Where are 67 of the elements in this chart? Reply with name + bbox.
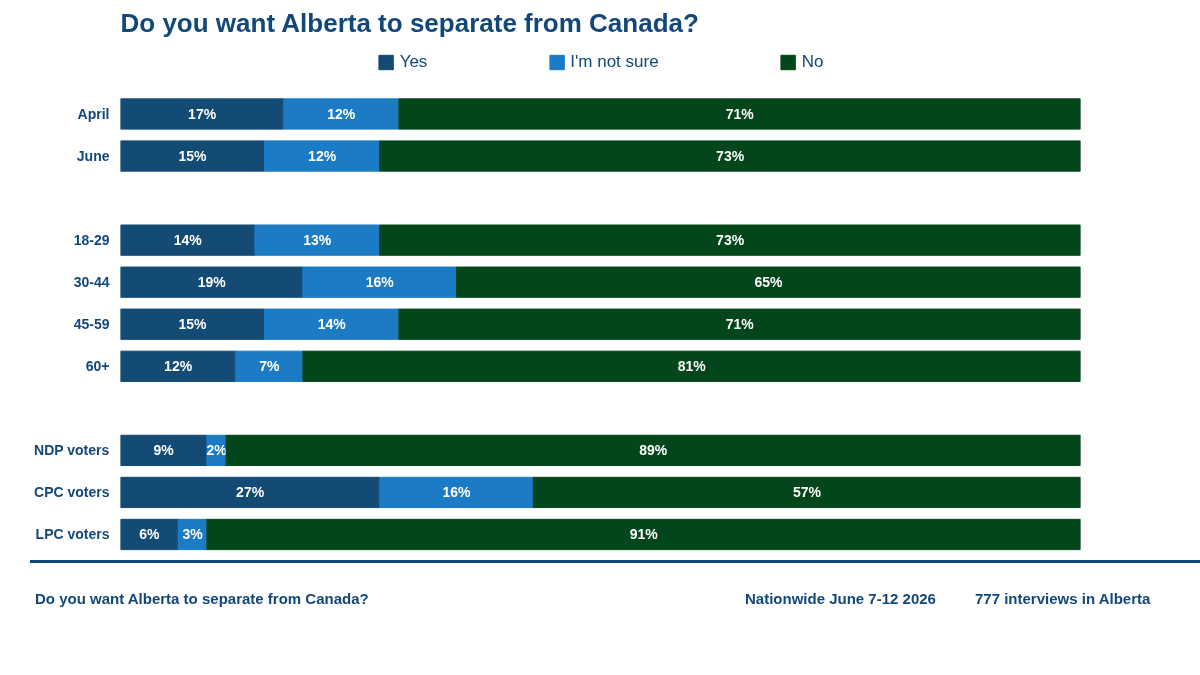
- bar: [120, 476, 381, 509]
- bar: [379, 476, 534, 509]
- data-label: 12%: [164, 358, 193, 375]
- y-tick-label: April: [77, 105, 110, 122]
- bar: [379, 140, 1081, 172]
- data-label: 12%: [327, 105, 356, 122]
- data-label: 73%: [716, 148, 745, 165]
- bar: [302, 266, 457, 298]
- data-label: 73%: [716, 232, 745, 249]
- bar: [379, 224, 1081, 256]
- y-tick-label: 30-44: [73, 274, 110, 291]
- bar: [225, 434, 1081, 467]
- y-tick-label: NDP voters: [34, 442, 110, 459]
- chart-title: Do you want Alberta to separate from Canada?: [120, 7, 699, 38]
- bar: [120, 98, 285, 130]
- text: Do you want Alberta to separate from Canada?: [35, 589, 369, 609]
- y-tick-label: 45-59: [73, 316, 110, 333]
- data-label: 81%: [677, 358, 707, 375]
- data-label: 7%: [259, 358, 280, 375]
- y-tick-label: CPC voters: [34, 484, 110, 501]
- data-label: 89%: [639, 442, 668, 459]
- data-label: 17%: [188, 105, 217, 122]
- bar: [398, 98, 1081, 130]
- bar: [120, 350, 237, 382]
- text: Nationwide June 7-12 2026: [745, 589, 936, 609]
- bar: [264, 308, 400, 340]
- data-label: 12%: [308, 148, 337, 165]
- data-label: 14%: [317, 316, 347, 333]
- data-label: 65%: [754, 274, 784, 291]
- y-tick-label: June: [76, 148, 110, 165]
- text: 777 interviews in Alberta: [975, 589, 1151, 609]
- data-label: 6%: [139, 526, 160, 543]
- bar: [254, 224, 381, 256]
- bar: [398, 308, 1081, 340]
- bar: [302, 350, 1081, 382]
- bar: [532, 476, 1081, 509]
- data-label: 91%: [629, 526, 659, 543]
- bar: [283, 98, 400, 130]
- data-label: 27%: [236, 484, 265, 501]
- data-label: 71%: [725, 105, 755, 122]
- data-label: 57%: [792, 484, 822, 501]
- bar: [235, 350, 304, 382]
- bar: [206, 518, 1081, 551]
- data-label: 13%: [303, 232, 332, 249]
- data-label: 15%: [178, 316, 208, 333]
- data-label: 9%: [153, 442, 175, 459]
- data-label: 14%: [173, 232, 203, 249]
- legend-label: Yes: [399, 52, 428, 72]
- bar: [120, 140, 265, 172]
- bar: [120, 308, 265, 340]
- bar: [120, 266, 304, 298]
- bar: [456, 266, 1081, 298]
- data-label: 3%: [182, 526, 204, 543]
- y-tick-label: 60+: [85, 358, 110, 375]
- data-label: 15%: [178, 148, 208, 165]
- y-tick-label: LPC voters: [35, 526, 110, 543]
- bar: [264, 140, 381, 172]
- legend-label: No: [801, 52, 824, 72]
- data-label: 16%: [442, 484, 472, 501]
- data-label: 2%: [206, 442, 228, 459]
- legend-label: I'm not sure: [570, 52, 659, 72]
- bar: [120, 434, 208, 467]
- bar: [120, 224, 256, 256]
- y-tick-label: 18-29: [73, 232, 110, 249]
- data-label: 16%: [365, 274, 395, 291]
- data-label: 19%: [197, 274, 227, 291]
- data-label: 71%: [725, 316, 755, 333]
